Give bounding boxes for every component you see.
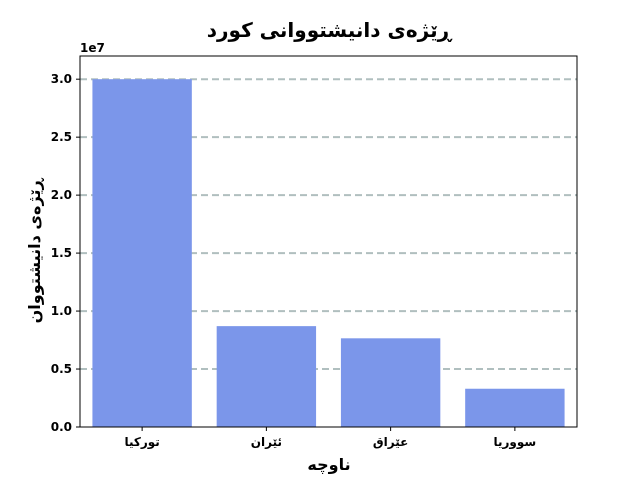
x-tick-label: عێراق <box>373 435 408 449</box>
bar <box>92 79 192 427</box>
y-tick-label: 0.0 <box>51 420 72 434</box>
y-tick-label: 1.5 <box>51 246 72 260</box>
bar <box>465 388 565 427</box>
bar <box>340 338 441 427</box>
x-tick-label: تورکیا <box>124 435 159 450</box>
plot-frame <box>79 55 578 428</box>
x-axis-ticks: تورکیا ئێران عێراق سووریا <box>124 427 536 450</box>
y-tick-label: 2.0 <box>51 188 72 202</box>
y-tick-label: 2.5 <box>51 130 72 144</box>
y-tick-label: 3.0 <box>51 72 72 86</box>
y-tick-label: 1.0 <box>51 304 72 318</box>
bar <box>216 326 317 427</box>
y-tick-label: 0.5 <box>51 362 72 376</box>
y-axis-label: ڕێژەی دانیشتووان <box>25 177 44 324</box>
bars <box>92 79 565 427</box>
y-axis-offset-label: 1e7 <box>80 41 105 55</box>
y-axis-ticks: 0.0 0.5 1.0 1.5 2.0 2.5 3.0 <box>51 72 80 434</box>
x-axis-label: ناوچە <box>307 455 350 475</box>
x-tick-label: سووریا <box>494 435 537 450</box>
x-tick-label: ئێران <box>251 435 282 449</box>
chart-title: ڕێژەی دانیشتووانی کورد <box>207 18 454 42</box>
